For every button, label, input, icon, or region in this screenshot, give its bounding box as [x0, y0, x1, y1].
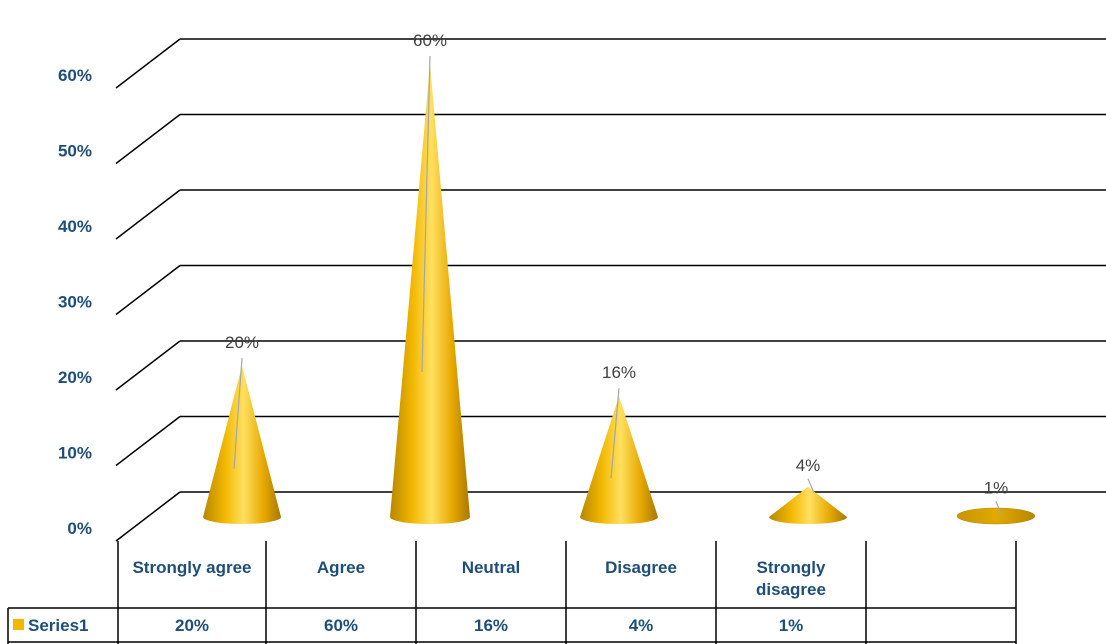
cone-body — [203, 366, 281, 524]
gridlines — [115, 38, 1106, 542]
series-name: Series1 — [28, 616, 89, 635]
gridline-depth — [115, 113, 181, 165]
table-value: 20% — [175, 616, 209, 635]
label-leader — [995, 501, 1003, 516]
table-value: 60% — [324, 616, 358, 635]
gridline-depth — [115, 264, 181, 316]
table-value: 1% — [779, 616, 804, 635]
cone-4 — [956, 507, 1036, 525]
category-label: Strongly disagree — [756, 558, 826, 599]
cone-body — [390, 64, 470, 524]
gridline-depth — [115, 491, 181, 542]
cone-body — [580, 396, 658, 524]
y-tick-label: 0% — [67, 519, 92, 538]
data-table: Strongly agree Agree Neutral Disagree Strong… — [7, 541, 1017, 644]
label-leader — [610, 388, 620, 479]
category-label: Neutral — [462, 558, 521, 577]
y-tick-label: 40% — [58, 217, 92, 236]
legend-key — [13, 619, 24, 630]
gridline-depth — [115, 38, 181, 89]
data-labels: 20% 60% 16% 4% 1% — [225, 31, 1009, 516]
category-label: Agree — [317, 558, 365, 577]
data-label: 16% — [602, 363, 636, 382]
data-label: 20% — [225, 333, 259, 352]
category-label: Strongly agree — [132, 558, 251, 577]
label-leader — [233, 357, 243, 469]
y-tick-label: 20% — [58, 368, 92, 387]
table-value: 4% — [629, 616, 654, 635]
y-tick-label: 10% — [58, 444, 92, 463]
cone-body — [769, 486, 847, 524]
label-leader — [421, 55, 431, 373]
gridline-depth — [115, 340, 181, 391]
y-tick-label: 30% — [58, 293, 92, 312]
y-tick-label: 60% — [58, 66, 92, 85]
label-leader — [807, 478, 815, 494]
table-value: 16% — [474, 616, 508, 635]
gridline-depth — [115, 415, 181, 467]
data-label: 1% — [984, 478, 1009, 497]
data-label: 4% — [796, 456, 821, 475]
cone-0 — [203, 366, 281, 524]
category-label: Disagree — [605, 558, 677, 577]
cone-3 — [769, 486, 847, 524]
cone-2 — [580, 396, 658, 524]
cone-1 — [390, 64, 470, 524]
y-axis-ticks: 0% 10% 20% 30% 40% 50% 60% — [58, 66, 92, 538]
gridline-depth — [115, 189, 181, 240]
cones — [203, 64, 1036, 525]
y-tick-label: 50% — [58, 142, 92, 161]
cone-base — [956, 507, 1036, 525]
data-label: 60% — [413, 31, 447, 50]
